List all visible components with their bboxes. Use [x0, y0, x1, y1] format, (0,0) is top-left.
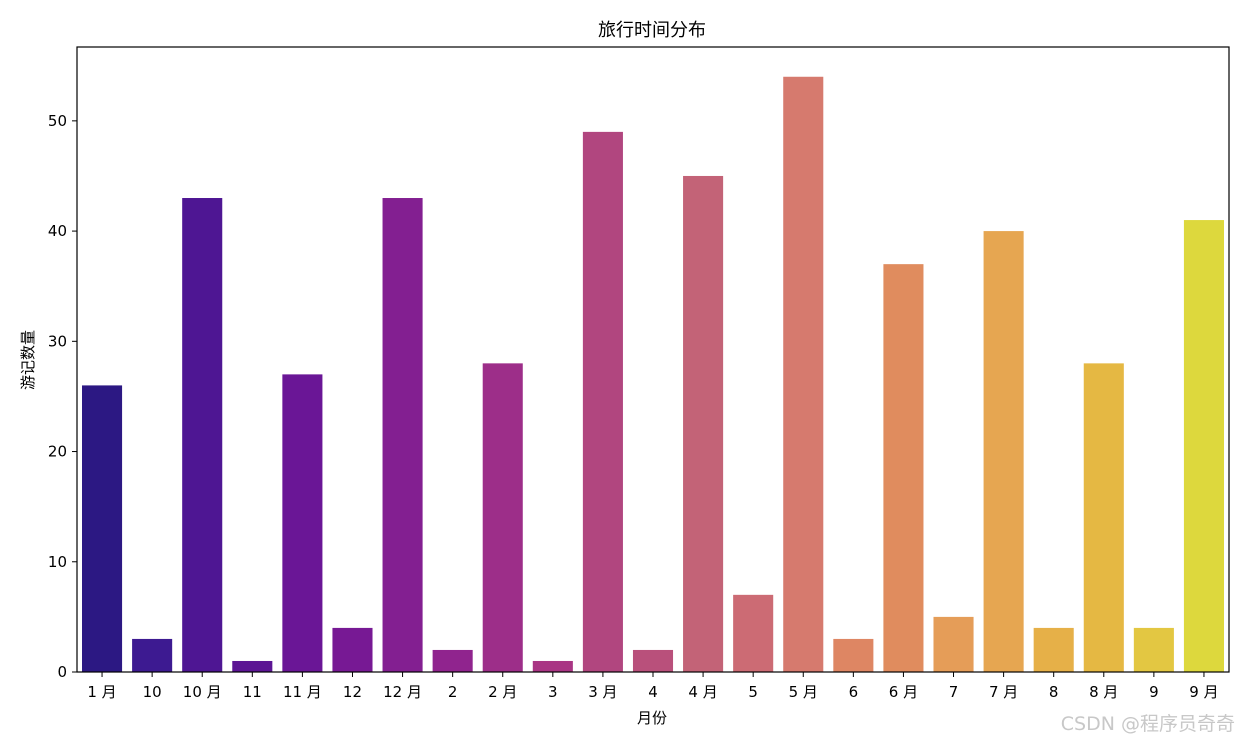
bar-7	[432, 649, 473, 672]
bar-18	[983, 231, 1024, 672]
x-tick-label-7: 2	[448, 683, 458, 701]
bar-13	[733, 594, 774, 672]
x-tick-label-3: 11	[243, 683, 262, 701]
x-tick-label-6: 12 月	[383, 683, 422, 701]
y-tick-label-3: 30	[48, 332, 67, 350]
x-tick-label-16: 6 月	[889, 683, 918, 701]
bar-5	[332, 627, 373, 672]
bar-15	[833, 638, 874, 672]
x-tick-label-0: 1 月	[87, 683, 116, 701]
y-tick-label-1: 10	[48, 553, 67, 571]
y-axis: 0 10 20 30 40 50	[48, 112, 77, 681]
x-tick-label-18: 7 月	[989, 683, 1018, 701]
bar-9	[532, 660, 573, 672]
x-tick-label-2: 10 月	[183, 683, 222, 701]
bar-17	[933, 616, 974, 672]
bar-3	[232, 660, 273, 672]
x-tick-label-9: 3	[548, 683, 558, 701]
x-axis: 1 月 10 10 月 11 11 月 12 12 月 2 2 月 3 3 月 4 4 月 5 5 月 6 6 …	[87, 672, 1219, 701]
x-tick-label-1: 10	[143, 683, 162, 701]
bar-0	[82, 385, 123, 672]
x-tick-label-12: 4 月	[688, 683, 717, 701]
bar-10	[582, 131, 623, 673]
bar-16	[883, 264, 924, 672]
x-tick-label-10: 3 月	[588, 683, 617, 701]
bar-22	[1183, 220, 1224, 672]
x-tick-label-22: 9 月	[1189, 683, 1218, 701]
x-tick-label-5: 12	[343, 683, 362, 701]
bar-11	[632, 649, 674, 672]
chart-title: 旅行时间分布	[598, 20, 706, 41]
y-axis-label: 游记数量	[19, 330, 37, 390]
bar-12	[683, 175, 724, 672]
bar-8	[482, 363, 523, 672]
x-tick-label-17: 7	[949, 683, 959, 701]
bar-14	[783, 76, 824, 672]
x-tick-label-11: 4	[648, 683, 658, 701]
y-tick-label-4: 40	[48, 222, 67, 240]
x-tick-label-15: 6	[849, 683, 859, 701]
x-tick-label-21: 9	[1149, 683, 1159, 701]
watermark-text: CSDN @程序员奇奇	[1060, 713, 1235, 735]
y-tick-label-0: 0	[57, 663, 67, 681]
bar-20	[1083, 363, 1124, 672]
x-axis-label: 月份	[637, 709, 667, 727]
bar-1	[132, 638, 173, 672]
bar-6	[382, 198, 423, 673]
x-tick-label-19: 8	[1049, 683, 1059, 701]
plot-frame	[76, 46, 1230, 673]
bars-layer	[82, 76, 1224, 673]
bar-19	[1033, 627, 1074, 672]
x-tick-label-4: 11 月	[283, 683, 322, 701]
x-tick-label-14: 5 月	[789, 683, 818, 701]
x-tick-label-13: 5	[748, 683, 758, 701]
bar-2	[182, 198, 223, 673]
bar-4	[282, 374, 323, 672]
x-tick-label-8: 2 月	[488, 683, 517, 701]
x-tick-label-20: 8 月	[1089, 683, 1118, 701]
y-tick-label-2: 20	[48, 443, 67, 461]
bar-21	[1133, 627, 1174, 672]
y-tick-label-5: 50	[48, 112, 67, 130]
